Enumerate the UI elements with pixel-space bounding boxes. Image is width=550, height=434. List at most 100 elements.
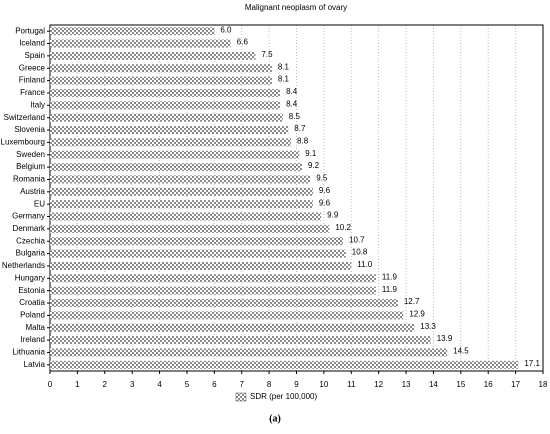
y-tick-label: Latvia — [24, 360, 46, 369]
value-label: 11.9 — [382, 272, 398, 281]
x-tick-label: 3 — [130, 380, 135, 389]
bar — [50, 323, 415, 332]
x-tick-label: 15 — [456, 380, 465, 389]
x-tick-label: 9 — [294, 380, 299, 389]
value-label: 11.0 — [357, 260, 373, 269]
y-tick-label: Czechia — [16, 236, 45, 245]
bar — [50, 299, 398, 308]
bar — [50, 113, 283, 122]
bar — [50, 360, 519, 369]
y-tick-label: EU — [34, 199, 45, 208]
bar — [50, 187, 313, 196]
y-tick-label: Netherlands — [2, 261, 45, 270]
x-tick-label: 1 — [75, 380, 80, 389]
value-label: 12.9 — [409, 310, 425, 319]
y-tick-label: Belgium — [16, 162, 45, 171]
value-label: 13.3 — [420, 322, 436, 331]
bar — [50, 51, 256, 60]
x-tick-label: 14 — [429, 380, 438, 389]
y-tick-label: Greece — [19, 63, 46, 72]
x-tick-label: 5 — [185, 380, 190, 389]
legend-label: SDR (per 100,000) — [250, 392, 317, 401]
bar — [50, 237, 344, 246]
bar — [50, 39, 231, 48]
value-label: 8.8 — [297, 137, 309, 146]
x-tick-label: 16 — [484, 380, 493, 389]
bar — [50, 286, 376, 295]
y-tick-label: Iceland — [19, 39, 45, 48]
value-label: 8.5 — [289, 112, 301, 121]
value-label: 10.8 — [352, 248, 368, 257]
y-tick-label: Ireland — [21, 335, 45, 344]
value-label: 17.1 — [524, 359, 540, 368]
x-tick-label: 0 — [48, 380, 53, 389]
x-tick-label: 17 — [511, 380, 520, 389]
y-tick-label: Malta — [25, 323, 45, 332]
x-tick-label: 12 — [374, 380, 383, 389]
value-label: 6.6 — [237, 38, 249, 47]
value-label: 8.4 — [286, 99, 298, 108]
bar — [50, 101, 281, 110]
bar — [50, 64, 272, 73]
value-label: 9.9 — [327, 211, 339, 220]
plot-frame — [49, 24, 544, 372]
value-label: 8.4 — [286, 87, 298, 96]
bar — [50, 27, 215, 36]
bar — [50, 175, 311, 184]
value-label: 10.2 — [335, 223, 351, 232]
bar — [50, 163, 302, 172]
y-tick-label: Romania — [13, 175, 46, 184]
value-label: 11.9 — [382, 285, 398, 294]
bar — [50, 249, 346, 258]
bar — [50, 336, 431, 345]
y-tick-label: Hungary — [15, 273, 45, 282]
value-label: 7.5 — [261, 50, 273, 59]
value-label: 9.1 — [305, 149, 317, 158]
chart-title: Malignant neoplasm of ovary — [245, 3, 347, 12]
y-tick-label: Poland — [20, 311, 45, 320]
bar — [50, 348, 448, 357]
y-tick-label: Switzerland — [4, 113, 45, 122]
y-tick-label: Italy — [30, 100, 45, 109]
value-label: 9.5 — [316, 174, 328, 183]
value-label: 9.6 — [319, 186, 331, 195]
y-tick-label: Austria — [20, 187, 45, 196]
value-label: 8.1 — [278, 62, 290, 71]
y-tick-label: Slovenia — [14, 125, 45, 134]
bar — [50, 261, 352, 270]
bar — [50, 311, 404, 320]
bar — [50, 88, 281, 97]
x-tick-label: 7 — [239, 380, 244, 389]
y-tick-label: Spain — [25, 51, 45, 60]
value-label: 14.5 — [453, 347, 469, 356]
y-tick-label: Denmark — [13, 224, 46, 233]
value-label: 10.7 — [349, 235, 365, 244]
x-tick-label: 13 — [402, 380, 411, 389]
y-tick-label: Luxembourg — [1, 138, 45, 147]
value-label: 6.0 — [220, 25, 232, 34]
y-tick-label: Croatia — [19, 298, 45, 307]
y-tick-label: Lithuania — [13, 348, 46, 357]
x-tick-label: 6 — [212, 380, 217, 389]
y-tick-label: Portugal — [15, 26, 45, 35]
x-tick-label: 10 — [319, 380, 328, 389]
value-label: 8.1 — [278, 75, 290, 84]
y-tick-label: Sweden — [16, 150, 45, 159]
y-tick-label: Germany — [12, 212, 45, 221]
bar — [50, 212, 322, 221]
y-tick-label: France — [20, 88, 45, 97]
bar — [50, 150, 300, 159]
y-tick-label: Finland — [19, 76, 45, 85]
value-label: 9.6 — [319, 198, 331, 207]
x-tick-label: 18 — [539, 380, 548, 389]
value-label: 8.7 — [294, 124, 306, 133]
value-label: 9.2 — [308, 161, 320, 170]
bar — [50, 126, 289, 135]
y-tick-label: Estonia — [18, 286, 45, 295]
value-label: 13.9 — [437, 334, 453, 343]
legend-swatch — [235, 392, 247, 402]
y-tick-label: Bulgaria — [16, 249, 46, 258]
x-tick-label: 2 — [103, 380, 108, 389]
bar — [50, 224, 330, 233]
